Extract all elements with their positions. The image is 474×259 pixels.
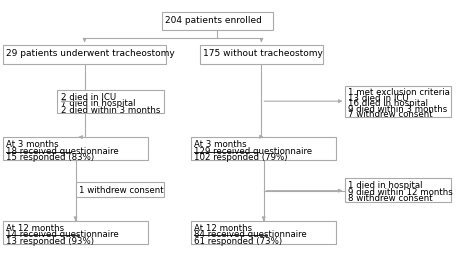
Text: 204 patients enrolled: 204 patients enrolled [165,16,262,25]
Text: 9 died within 12 months: 9 died within 12 months [348,188,453,197]
Text: 16 died in hospital: 16 died in hospital [348,99,428,108]
FancyBboxPatch shape [57,90,164,113]
Text: 2 died in ICU: 2 died in ICU [61,93,116,102]
FancyBboxPatch shape [162,12,273,30]
FancyBboxPatch shape [346,178,450,202]
FancyBboxPatch shape [191,221,336,244]
Text: 7 withdrew consent: 7 withdrew consent [348,110,433,119]
FancyBboxPatch shape [3,221,148,244]
FancyBboxPatch shape [346,86,450,117]
Text: At 3 months: At 3 months [6,140,59,149]
Text: 7 died in hospital: 7 died in hospital [61,99,135,108]
Text: 8 withdrew consent: 8 withdrew consent [348,194,433,203]
Text: 13 responded (93%): 13 responded (93%) [6,237,94,246]
Text: 61 responded (73%): 61 responded (73%) [194,237,283,246]
Text: 1 withdrew consent: 1 withdrew consent [79,185,164,195]
Text: At 3 months: At 3 months [194,140,247,149]
FancyBboxPatch shape [75,182,164,197]
Text: 84 received questionnaire: 84 received questionnaire [194,230,307,239]
Text: 1 died in hospital: 1 died in hospital [348,181,423,190]
Text: 29 patients underwent tracheostomy: 29 patients underwent tracheostomy [6,49,175,58]
Text: At 12 months: At 12 months [194,224,253,233]
Text: 14 received questionnaire: 14 received questionnaire [6,230,119,239]
FancyBboxPatch shape [3,137,148,160]
Text: 2 died within 3 months: 2 died within 3 months [61,106,160,114]
Text: 13 died in ICU: 13 died in ICU [348,94,409,103]
FancyBboxPatch shape [200,45,323,64]
Text: At 12 months: At 12 months [6,224,64,233]
Text: 1 met exclusion criteria: 1 met exclusion criteria [348,88,450,97]
Text: 18 received questionnaire: 18 received questionnaire [6,147,119,156]
FancyBboxPatch shape [191,137,336,160]
Text: 9 died within 3 months: 9 died within 3 months [348,105,448,114]
Text: 102 responded (79%): 102 responded (79%) [194,153,288,162]
Text: 175 without tracheostomy: 175 without tracheostomy [203,49,323,58]
Text: 129 received questionnaire: 129 received questionnaire [194,147,312,156]
Text: 15 responded (83%): 15 responded (83%) [6,153,94,162]
FancyBboxPatch shape [3,45,166,64]
